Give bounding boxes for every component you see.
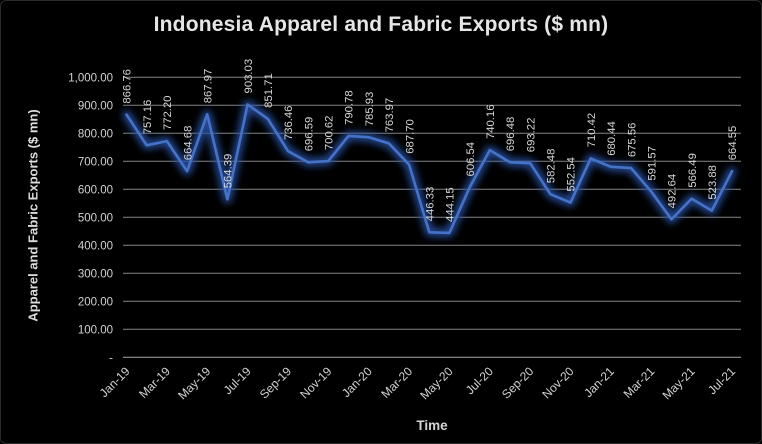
y-tick-label: 600.00 <box>78 184 113 196</box>
data-label: 675.56 <box>626 123 638 158</box>
data-label: 693.22 <box>525 118 537 153</box>
series-line <box>125 103 734 235</box>
data-label: 566.49 <box>687 153 699 188</box>
data-label: 785.93 <box>364 92 376 127</box>
data-label: 591.57 <box>646 146 658 181</box>
x-tick-label: May-19 <box>175 364 213 402</box>
data-label: 851.71 <box>263 73 275 108</box>
data-label: 740.16 <box>485 104 497 139</box>
data-label: 736.46 <box>283 106 295 141</box>
data-label: 446.33 <box>424 187 436 222</box>
x-axis-title: Time <box>416 418 448 433</box>
data-label: 696.48 <box>505 117 517 152</box>
x-tick-label: Mar-20 <box>378 364 415 401</box>
data-label: 552.54 <box>566 157 578 192</box>
y-tick-label: 700.00 <box>78 156 113 168</box>
y-tick-label: 900.00 <box>78 100 113 112</box>
data-label: 606.54 <box>465 142 477 177</box>
data-label: 763.97 <box>384 98 396 133</box>
data-label: 680.44 <box>606 121 618 156</box>
data-label: 710.42 <box>586 113 598 148</box>
data-label: 687.70 <box>404 119 416 154</box>
x-tick-label: May-21 <box>660 364 698 402</box>
x-tick-label: Nov-20 <box>539 364 576 401</box>
data-label: 696.59 <box>303 117 315 152</box>
data-label: 582.48 <box>546 149 558 184</box>
x-tick-label: Jul-21 <box>705 364 738 397</box>
x-tick-label: Mar-21 <box>621 364 658 401</box>
data-label: 903.03 <box>243 59 255 94</box>
data-label: 564.39 <box>223 154 235 189</box>
data-label: 790.78 <box>344 90 356 125</box>
y-tick-label: 800.00 <box>78 128 113 140</box>
x-tick-label: May-20 <box>417 364 455 402</box>
data-label: 664.55 <box>727 126 739 161</box>
y-tick-label: 200.00 <box>78 296 113 308</box>
x-tick-label: Jan-21 <box>581 364 617 400</box>
x-tick-label: Jan-19 <box>97 364 133 400</box>
chart-title: Indonesia Apparel and Fabric Exports ($ … <box>153 13 609 36</box>
data-label: 664.68 <box>182 126 194 161</box>
y-tick-label: 300.00 <box>78 268 113 280</box>
data-label: 700.62 <box>324 116 336 151</box>
y-tick-label: 1,000.00 <box>68 72 113 84</box>
y-tick-label: 500.00 <box>78 212 113 224</box>
y-tick-label: 400.00 <box>78 240 113 252</box>
data-label: 523.88 <box>707 165 719 200</box>
data-label: 772.20 <box>162 96 174 131</box>
x-tick-label: Sep-19 <box>257 364 294 401</box>
x-tick-label: Sep-20 <box>499 364 536 401</box>
x-tick-label: Jul-20 <box>463 364 496 397</box>
x-tick-label: Jul-19 <box>221 364 254 397</box>
data-label: 492.64 <box>667 174 679 209</box>
data-label: 866.76 <box>122 69 134 104</box>
y-tick-label: 100.00 <box>78 324 113 336</box>
data-label: 757.16 <box>142 100 154 135</box>
data-label: 444.15 <box>445 187 457 222</box>
x-tick-label: Nov-19 <box>297 364 334 401</box>
x-tick-label: Jan-20 <box>339 364 375 400</box>
data-label: 867.97 <box>202 69 214 104</box>
y-tick-label: - <box>109 352 113 364</box>
x-tick-label: Mar-19 <box>136 364 173 401</box>
